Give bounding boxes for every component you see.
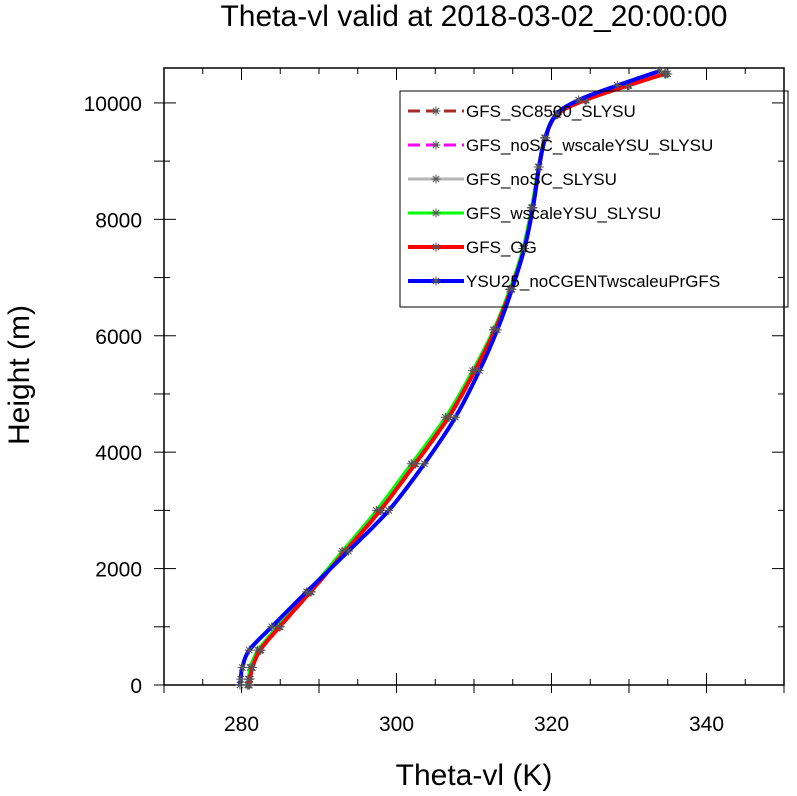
data-point-marker <box>431 276 441 286</box>
legend: GFS_SC8500_SLYSU GFS_noSC_wscaleYSU_SLYSU… <box>399 90 789 308</box>
data-point-marker <box>235 680 245 690</box>
data-point-marker <box>236 674 246 684</box>
data-point-marker <box>655 66 665 76</box>
y-tick-label: 10000 <box>84 93 142 116</box>
data-point-marker <box>431 106 441 116</box>
y-tick-label: 6000 <box>95 326 142 349</box>
legend-label: YSU25_noCGENTwscaleuPrGFS <box>466 272 720 291</box>
data-point-marker <box>551 110 561 120</box>
x-tick-label: 300 <box>379 713 414 736</box>
legend-item: GFS_OG <box>408 238 537 257</box>
data-point-marker <box>384 505 394 515</box>
data-point-marker <box>612 80 622 90</box>
data-point-marker <box>574 95 584 105</box>
series-line <box>237 69 661 686</box>
x-axis-label: Theta-vl (K) <box>396 759 553 792</box>
data-point-marker <box>581 95 591 105</box>
data-point-marker <box>343 546 353 556</box>
legend-item: GFS_noSC_wscaleYSU_SLYSU <box>408 136 713 155</box>
data-point-marker <box>274 622 284 632</box>
data-point-marker <box>245 674 255 684</box>
data-point-marker <box>623 80 633 90</box>
y-tick-label: 4000 <box>95 442 142 465</box>
x-tick-label: 340 <box>689 713 724 736</box>
data-point-marker <box>519 243 529 253</box>
data-point-marker <box>244 645 254 655</box>
data-point-marker <box>470 366 480 376</box>
data-point-marker <box>528 203 538 213</box>
legend-label: GFS_wscaleYSU_SLYSU <box>466 204 661 223</box>
data-point-marker <box>244 680 254 690</box>
y-tick-label: 0 <box>130 675 142 698</box>
legend-label: GFS_SC8500_SLYSU <box>466 102 636 121</box>
data-point-marker <box>431 140 441 150</box>
data-point-marker <box>375 505 385 515</box>
data-point-marker <box>443 412 453 422</box>
data-point-marker <box>410 459 420 469</box>
data-point-marker <box>540 133 550 143</box>
data-point-marker <box>247 663 257 673</box>
data-point-marker <box>492 325 502 335</box>
legend-item: YSU25_noCGENTwscaleuPrGFS <box>408 272 720 291</box>
data-point-marker <box>267 622 277 632</box>
data-point-marker <box>450 412 460 422</box>
legend-label: GFS_OG <box>466 238 537 257</box>
legend-label: GFS_noSC_SLYSU <box>466 170 617 189</box>
data-point-marker <box>431 208 441 218</box>
legend-label: GFS_noSC_wscaleYSU_SLYSU <box>466 136 713 155</box>
data-point-marker <box>431 242 441 252</box>
axis-ticks: 280 300 320 340 0 2000 4000 6000 8000 10000 <box>84 68 785 736</box>
data-point-marker <box>507 284 517 294</box>
y-tick-label: 2000 <box>95 559 142 582</box>
series-layer <box>235 66 673 690</box>
data-point-marker <box>474 366 484 376</box>
data-point-marker <box>419 459 429 469</box>
series-6 <box>235 66 665 690</box>
data-point-marker <box>431 174 441 184</box>
data-point-marker <box>237 663 247 673</box>
y-axis-label: Height (m) <box>3 305 36 445</box>
data-point-marker <box>534 162 544 172</box>
legend-box <box>399 90 789 308</box>
legend-item: GFS_wscaleYSU_SLYSU <box>408 204 661 223</box>
legend-item: GFS_SC8500_SLYSU <box>408 102 636 121</box>
x-tick-label: 280 <box>224 713 259 736</box>
data-point-marker <box>255 645 265 655</box>
data-point-marker <box>302 587 312 597</box>
legend-item: GFS_noSC_SLYSU <box>408 170 617 189</box>
chart-title: Theta-vl valid at 2018-03-02_20:00:00 <box>220 0 727 33</box>
series-5 <box>244 69 670 690</box>
y-tick-label: 8000 <box>95 209 142 232</box>
x-tick-label: 320 <box>534 713 569 736</box>
data-point-marker <box>660 69 670 79</box>
